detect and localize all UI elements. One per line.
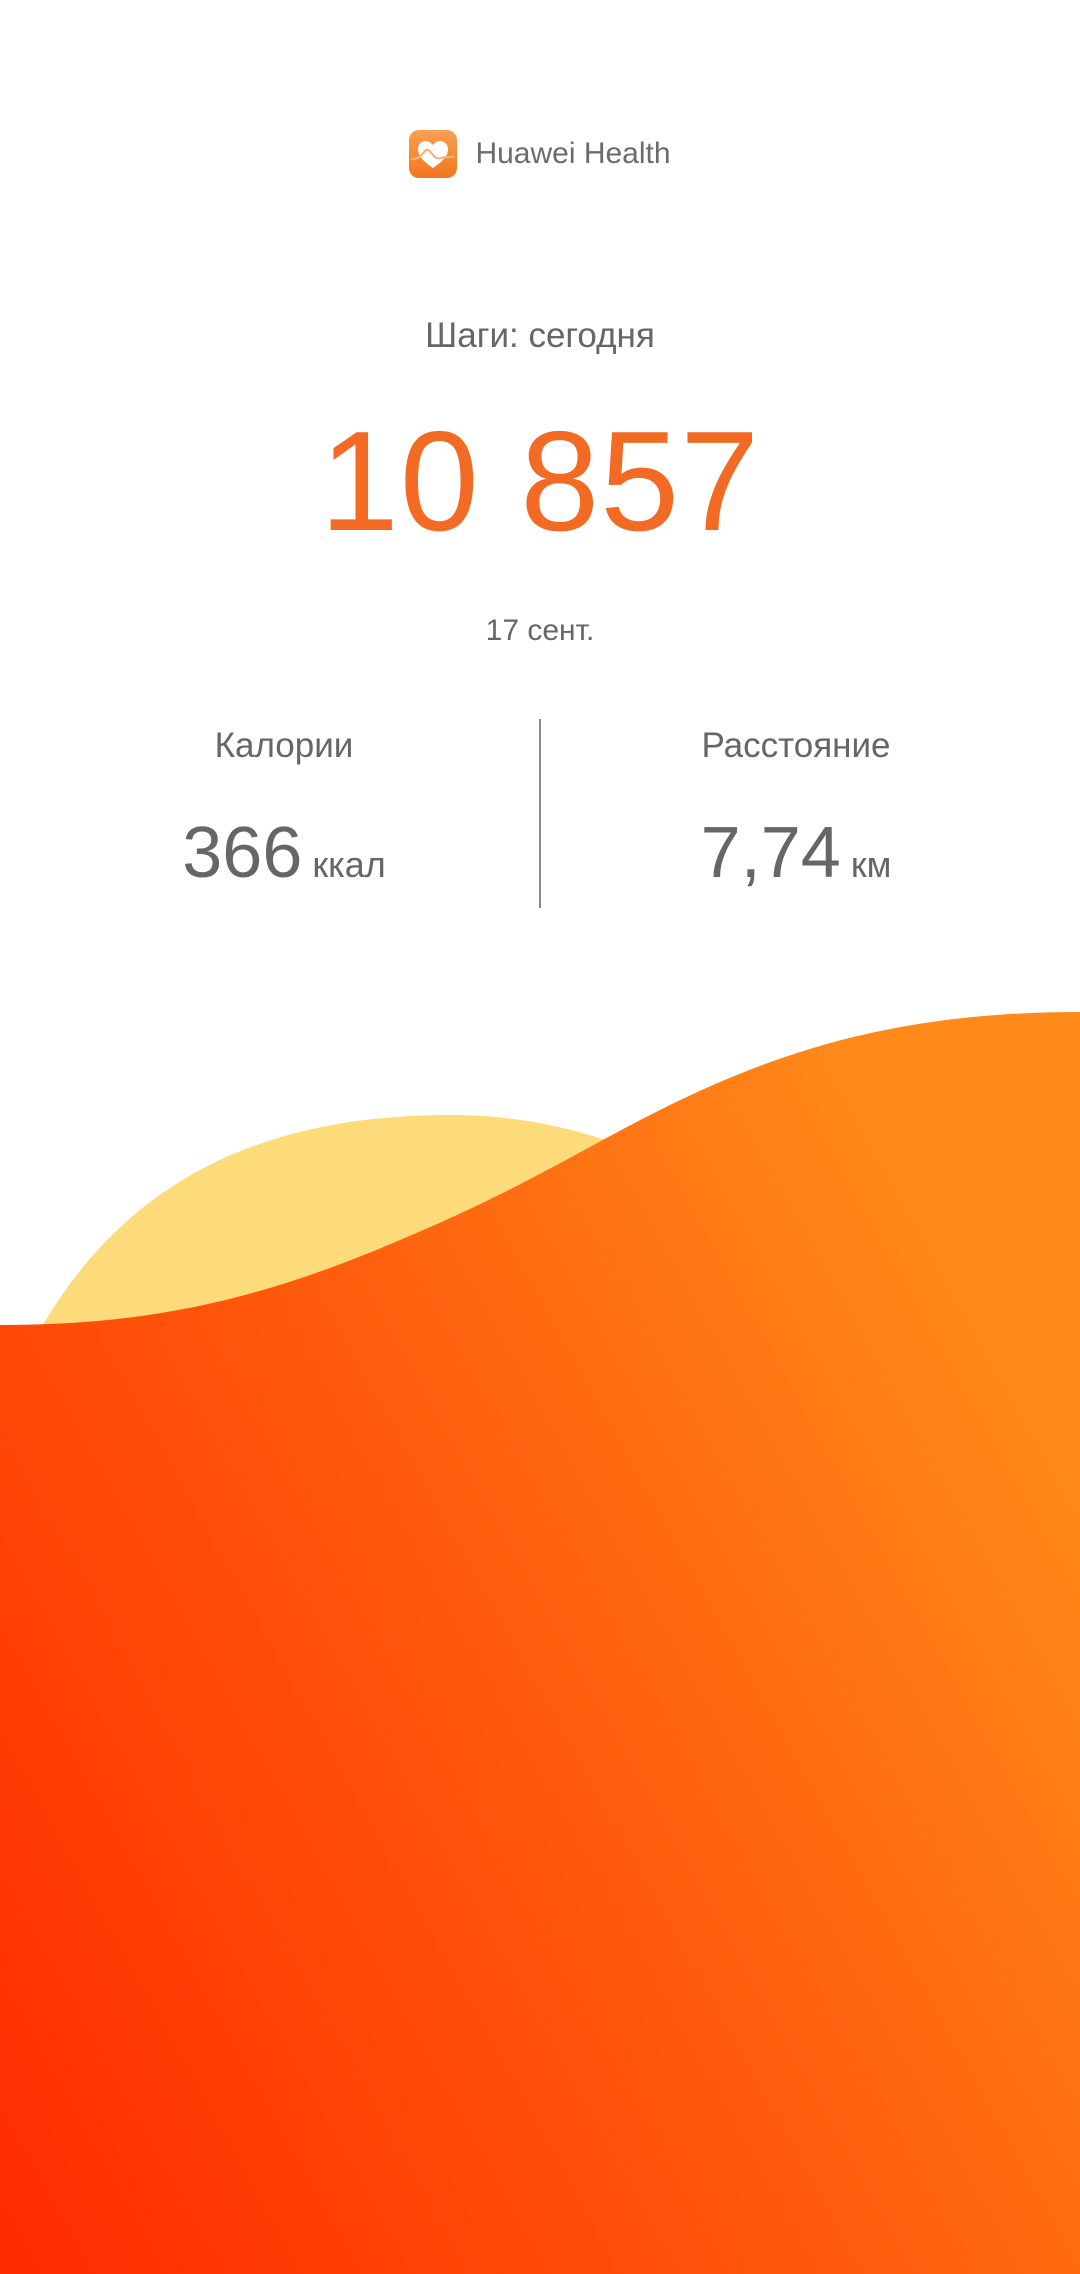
steps-count: 10 857 bbox=[319, 402, 761, 561]
date-label: 17 сент. bbox=[485, 614, 595, 647]
distance-value: 7,74 км bbox=[526, 812, 1066, 894]
steps-title: Шаги: сегодня bbox=[425, 316, 655, 355]
distance-label: Расстояние bbox=[701, 726, 891, 765]
orange-wave bbox=[0, 1012, 1080, 2274]
calories-label: Калории bbox=[214, 726, 354, 765]
app-branding: Huawei Health bbox=[0, 130, 1080, 178]
distance-unit: км bbox=[850, 844, 892, 885]
calories-value: 366 ккал bbox=[14, 812, 554, 894]
calories-unit: ккал bbox=[312, 844, 386, 885]
divider bbox=[539, 719, 541, 908]
distance-number: 7,74 bbox=[700, 813, 841, 893]
heart-pulse-icon bbox=[409, 130, 458, 178]
calories-number: 366 bbox=[182, 813, 303, 893]
app-name: Huawei Health bbox=[475, 137, 671, 170]
